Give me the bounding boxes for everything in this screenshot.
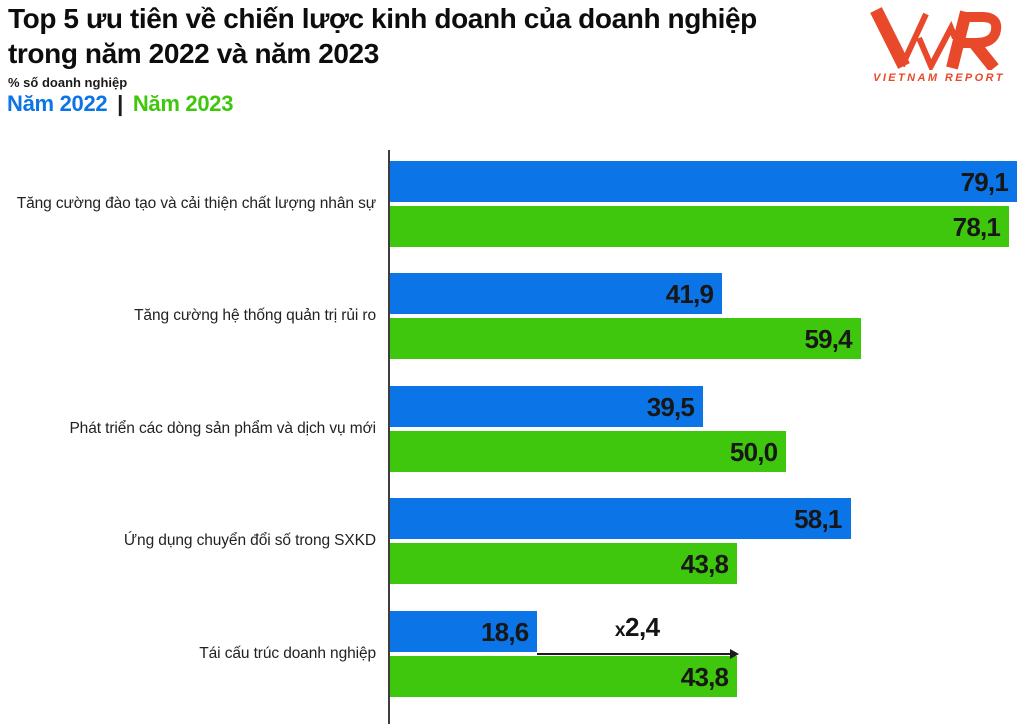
bar-2023: 59,4 bbox=[390, 318, 861, 359]
bar-2022: 18,6 bbox=[390, 611, 538, 652]
bar-pair: 79,1 78,1 bbox=[390, 161, 1017, 247]
unit-label: % số doanh nghiệp bbox=[8, 75, 128, 90]
y-axis-line bbox=[388, 150, 390, 724]
growth-arrow bbox=[537, 649, 739, 659]
bar-value-label: 43,8 bbox=[680, 661, 729, 692]
bar-value-label: 39,5 bbox=[646, 391, 695, 422]
bar-pair: 58,1 43,8 bbox=[390, 498, 1017, 584]
bar-2022: 58,1 bbox=[390, 498, 851, 539]
bar-group-3: Phát triển các dòng sản phẩm và dịch vụ … bbox=[0, 386, 1024, 472]
bar-2023: 50,0 bbox=[390, 431, 787, 472]
legend-item-2022: Năm 2022 bbox=[7, 91, 108, 116]
category-label: Tăng cường hệ thống quản trị rủi ro bbox=[134, 307, 376, 324]
title-line-2: trong năm 2022 và năm 2023 bbox=[8, 38, 379, 69]
bar-value-label: 78,1 bbox=[952, 211, 1001, 242]
legend-item-2023: Năm 2023 bbox=[132, 91, 234, 116]
bar-group-2: Tăng cường hệ thống quản trị rủi ro 41,9… bbox=[0, 273, 1024, 359]
bar-2023: 43,8 bbox=[390, 656, 738, 697]
bar-value-label: 18,6 bbox=[481, 616, 529, 647]
bar-group-4: Ứng dụng chuyển đổi số trong SXKD 58,1 4… bbox=[0, 498, 1024, 584]
bar-group-5: Tái cấu trúc doanh nghiệp 18,6 43,8 x2,4 bbox=[0, 611, 1024, 697]
bar-2022: 79,1 bbox=[390, 161, 1017, 202]
bar-2022: 41,9 bbox=[390, 273, 723, 314]
bar-2022: 39,5 bbox=[390, 386, 704, 427]
bar-chart: Tăng cường đào tạo và cải thiện chất lượ… bbox=[0, 150, 1024, 724]
bar-pair: 18,6 43,8 x2,4 bbox=[390, 611, 1017, 697]
bar-value-label: 43,8 bbox=[680, 548, 729, 579]
vnr-monogram-icon bbox=[864, 6, 1014, 70]
vietnam-report-logo: VIETNAM REPORT bbox=[864, 6, 1014, 84]
bar-group-1: Tăng cường đào tạo và cải thiện chất lượ… bbox=[0, 161, 1024, 247]
bar-2023: 43,8 bbox=[390, 543, 738, 584]
bar-2023: 78,1 bbox=[390, 206, 1010, 247]
bar-pair: 39,5 50,0 bbox=[390, 386, 1017, 472]
legend: Năm 2022 | Năm 2023 bbox=[7, 91, 233, 117]
growth-annotation: x2,4 bbox=[614, 612, 660, 642]
bar-value-label: 50,0 bbox=[729, 436, 778, 467]
bar-value-label: 41,9 bbox=[665, 278, 714, 309]
bar-pair: 41,9 59,4 bbox=[390, 273, 1017, 359]
title-line-1: Top 5 ưu tiên về chiến lược kinh doanh c… bbox=[8, 3, 757, 34]
bar-value-label: 79,1 bbox=[960, 166, 1009, 197]
category-label: Phát triển các dòng sản phẩm và dịch vụ … bbox=[69, 420, 376, 437]
category-label: Tăng cường đào tạo và cải thiện chất lượ… bbox=[16, 195, 376, 212]
legend-separator: | bbox=[117, 91, 124, 116]
category-label: Ứng dụng chuyển đổi số trong SXKD bbox=[123, 532, 376, 549]
logo-wordmark: VIETNAM REPORT bbox=[873, 72, 1005, 84]
category-label: Tái cấu trúc doanh nghiệp bbox=[199, 645, 376, 662]
bar-value-label: 58,1 bbox=[794, 503, 842, 534]
page-title: Top 5 ưu tiên về chiến lược kinh doanh c… bbox=[8, 1, 757, 71]
bar-value-label: 59,4 bbox=[804, 323, 852, 354]
